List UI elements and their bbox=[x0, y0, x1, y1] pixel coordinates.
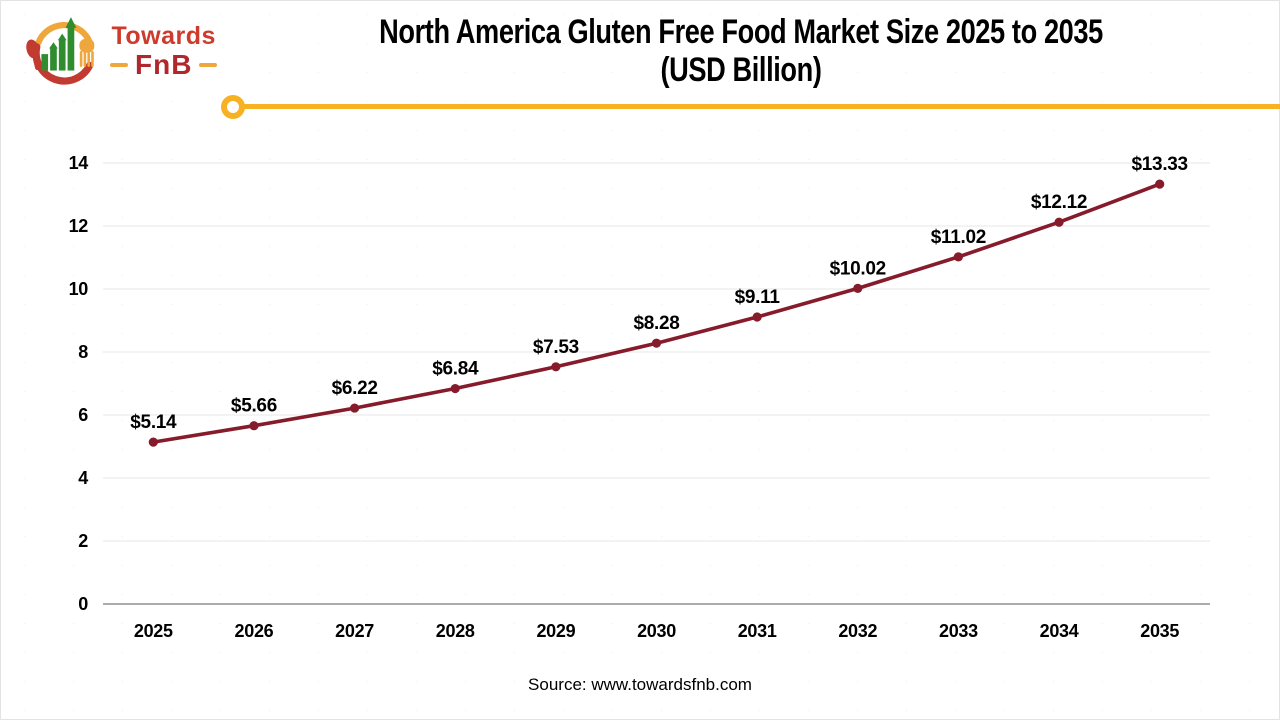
x-axis-tick-label: 2031 bbox=[738, 621, 777, 641]
brand-name-bottom: FnB bbox=[135, 49, 193, 80]
brand-wordmark: Towards FnB bbox=[110, 22, 218, 80]
data-point-label: $10.02 bbox=[830, 258, 886, 279]
data-point-marker bbox=[450, 383, 460, 394]
page-title: North America Gluten Free Food Market Si… bbox=[316, 13, 1166, 89]
data-point-marker bbox=[953, 252, 964, 262]
data-point-label: $12.12 bbox=[1031, 192, 1087, 213]
spoon-fork-growth-bars-icon bbox=[26, 17, 95, 85]
data-point-marker bbox=[1054, 217, 1064, 227]
x-axis-tick-label: 2033 bbox=[939, 621, 978, 641]
x-axis-tick-label: 2026 bbox=[235, 621, 274, 641]
data-point-label: $7.53 bbox=[533, 337, 579, 358]
y-axis-tick-label: 10 bbox=[69, 279, 89, 299]
data-point-label: $5.66 bbox=[231, 396, 277, 417]
title-divider-line bbox=[244, 104, 1280, 109]
y-axis-tick-label: 6 bbox=[78, 405, 88, 425]
brand-dash-right bbox=[199, 63, 218, 67]
data-point-label: $13.33 bbox=[1132, 154, 1188, 175]
x-axis-tick-label: 2028 bbox=[436, 621, 475, 641]
data-point-marker bbox=[1155, 179, 1165, 189]
data-point-label: $9.11 bbox=[735, 287, 781, 308]
data-point-marker bbox=[249, 421, 259, 431]
data-point-marker bbox=[651, 338, 662, 348]
brand-dash-left bbox=[110, 63, 128, 67]
brand-name-top: Towards bbox=[111, 22, 216, 50]
source-text: Source: www.towardsfnb.com bbox=[528, 675, 752, 694]
x-axis-tick-label: 2027 bbox=[335, 621, 374, 641]
y-axis-tick-label: 14 bbox=[69, 153, 89, 173]
x-axis-tick-label: 2035 bbox=[1140, 621, 1179, 641]
x-axis-tick-label: 2030 bbox=[637, 621, 676, 641]
x-axis-tick-label: 2032 bbox=[838, 621, 877, 641]
data-point-label: $6.22 bbox=[332, 378, 378, 399]
data-point-label: $5.14 bbox=[130, 412, 177, 433]
data-point-label: $11.02 bbox=[931, 227, 986, 248]
x-axis-tick-label: 2025 bbox=[134, 621, 173, 641]
y-axis-tick-label: 0 bbox=[78, 594, 88, 614]
data-point-marker bbox=[853, 283, 863, 293]
data-point-marker bbox=[148, 437, 158, 447]
data-point-label: $6.84 bbox=[432, 359, 479, 380]
y-axis-tick-label: 4 bbox=[78, 468, 88, 488]
data-point-marker bbox=[551, 362, 561, 372]
data-point-label: $8.28 bbox=[633, 313, 679, 334]
x-axis-tick-label: 2034 bbox=[1040, 621, 1079, 641]
brand-logo: Towards FnB bbox=[26, 14, 218, 86]
page-title-line2: (USD Billion) bbox=[660, 51, 822, 89]
y-axis-tick-label: 2 bbox=[78, 531, 88, 551]
x-axis-tick-label: 2029 bbox=[536, 621, 575, 641]
title-divider-ring-icon bbox=[221, 95, 245, 119]
y-axis-tick-label: 8 bbox=[78, 342, 88, 362]
y-axis-tick-label: 12 bbox=[69, 216, 89, 236]
page-title-line1: North America Gluten Free Food Market Si… bbox=[379, 13, 1103, 51]
data-point-marker bbox=[349, 403, 360, 413]
data-point-marker bbox=[752, 312, 762, 322]
